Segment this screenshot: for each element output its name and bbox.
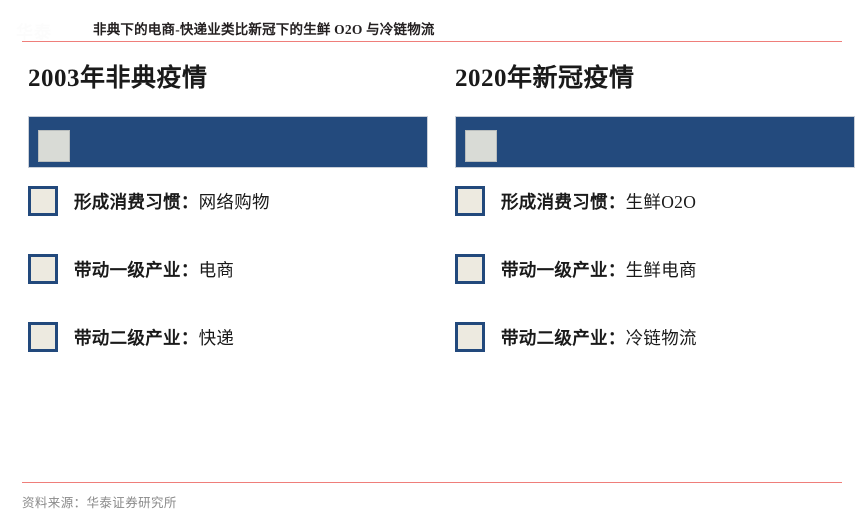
- checkbox-square-icon[interactable]: [455, 322, 485, 352]
- column-2020: 2020年新冠疫情 形成消费习惯：生鲜O2O 带动一级产业：生鲜电商: [455, 56, 855, 388]
- checkbox-square-icon[interactable]: [28, 186, 58, 216]
- list-item-label: 带动二级产业: [74, 327, 181, 348]
- footer-divider: [22, 482, 842, 484]
- list-item-value: 冷链物流: [625, 327, 697, 348]
- list-item-separator: ：: [180, 259, 199, 280]
- list-item[interactable]: 带动二级产业：冷链物流: [455, 320, 855, 354]
- list-item-text: 形成消费习惯：生鲜O2O: [501, 189, 696, 214]
- slide-header: 华泰 非典下的电商-快递业类比新冠下的生鲜 O2O 与冷链物流: [0, 0, 864, 44]
- checkbox-square-icon[interactable]: [455, 186, 485, 216]
- item-list-2020: 形成消费习惯：生鲜O2O 带动一级产业：生鲜电商 带动二级产业：冷链物流: [455, 184, 855, 354]
- list-item-separator: ：: [607, 191, 626, 212]
- list-item-separator: ：: [180, 191, 199, 212]
- list-item-label: 带动一级产业: [74, 259, 181, 280]
- page-title: 非典下的电商-快递业类比新冠下的生鲜 O2O 与冷链物流: [93, 22, 435, 37]
- banner-marker-icon: [465, 130, 497, 162]
- list-item-text: 形成消费习惯：网络购物: [74, 189, 270, 214]
- list-item-label: 形成消费习惯: [501, 191, 608, 212]
- banner-bar-2020: [455, 116, 855, 168]
- list-item-value: 电商: [198, 259, 235, 280]
- list-item-value: 生鲜O2O: [625, 191, 697, 212]
- list-item-text: 带动二级产业：冷链物流: [501, 325, 697, 350]
- list-item-label: 带动二级产业: [501, 327, 608, 348]
- checkbox-square-icon[interactable]: [28, 254, 58, 284]
- banner-marker-icon: [38, 130, 70, 162]
- banner-bar-2003: [28, 116, 428, 168]
- list-item-separator: ：: [180, 327, 199, 348]
- checkbox-square-icon[interactable]: [455, 254, 485, 284]
- list-item-separator: ：: [607, 327, 626, 348]
- list-item-label: 形成消费习惯: [74, 191, 181, 212]
- column-heading-2020: 2020年新冠疫情: [455, 65, 635, 92]
- list-item[interactable]: 形成消费习惯：生鲜O2O: [455, 184, 855, 218]
- list-item[interactable]: 带动一级产业：电商: [28, 252, 428, 286]
- list-item-value: 网络购物: [198, 191, 270, 212]
- list-item[interactable]: 形成消费习惯：网络购物: [28, 184, 428, 218]
- brand-watermark: 华泰: [16, 23, 52, 42]
- column-heading-2003: 2003年非典疫情: [28, 65, 208, 92]
- checkbox-square-icon[interactable]: [28, 322, 58, 352]
- item-list-2003: 形成消费习惯：网络购物 带动一级产业：电商 带动二级产业：快递: [28, 184, 428, 354]
- list-item-label: 带动一级产业: [501, 259, 608, 280]
- list-item-value: 生鲜电商: [625, 259, 697, 280]
- list-item-text: 带动一级产业：生鲜电商: [501, 257, 697, 282]
- comparison-columns: 2003年非典疫情 形成消费习惯：网络购物 带动一级产业：电商: [0, 56, 864, 456]
- list-item-text: 带动一级产业：电商: [74, 257, 234, 282]
- list-item-separator: ：: [607, 259, 626, 280]
- list-item[interactable]: 带动一级产业：生鲜电商: [455, 252, 855, 286]
- list-item-value: 快递: [198, 327, 235, 348]
- list-item[interactable]: 带动二级产业：快递: [28, 320, 428, 354]
- column-2003: 2003年非典疫情 形成消费习惯：网络购物 带动一级产业：电商: [28, 56, 428, 388]
- header-divider: [22, 41, 842, 43]
- list-item-text: 带动二级产业：快递: [74, 325, 234, 350]
- source-note: 资料来源：华泰证券研究所: [22, 496, 177, 510]
